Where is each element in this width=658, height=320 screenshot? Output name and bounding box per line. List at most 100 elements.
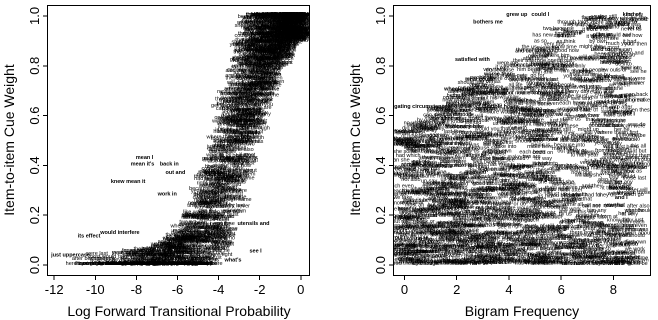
cloud-word: is being: [502, 236, 521, 242]
cloud-word: through she: [392, 251, 421, 257]
cloud-word: life too: [244, 25, 260, 31]
cloud-word: you after: [242, 44, 264, 50]
cloud-word: this are: [276, 31, 294, 37]
cloud-word: work how: [610, 169, 634, 175]
cloud-word: us even: [566, 85, 585, 91]
cloud-word: as being: [123, 261, 144, 267]
cloud-word: some there: [461, 92, 489, 98]
cloud-word: with life: [595, 228, 614, 234]
cloud-word: also much: [415, 143, 440, 149]
cloud-word: would out: [146, 249, 171, 255]
cloud-word: where what: [206, 232, 236, 238]
cloud-word: year never: [469, 82, 495, 88]
cloud-word: even most: [562, 242, 588, 248]
cloud-word: great because: [278, 26, 313, 32]
cloud-word: she well: [177, 243, 197, 249]
cloud-word: very by: [141, 261, 159, 267]
cloud-word: can now: [156, 261, 177, 267]
cloud-word: there right: [208, 252, 233, 258]
cloud-word: make after: [256, 67, 282, 73]
cloud-word: up should: [254, 55, 278, 61]
cloud-word: our still: [453, 247, 470, 253]
cloud-word: new it: [200, 237, 215, 243]
cloud-word: back might: [544, 259, 571, 265]
cloud-word: those they: [529, 62, 555, 68]
cloud-word: own must: [124, 261, 148, 267]
cloud-word: now his: [446, 99, 465, 105]
cloud-word: those on: [286, 12, 307, 18]
cloud-word: would to: [203, 204, 225, 210]
cloud-word: last this: [468, 235, 487, 241]
cloud-word: even from: [265, 12, 290, 18]
cloud-word: did about: [393, 245, 416, 251]
cloud-word: people this: [470, 75, 497, 81]
cloud-word: to from: [459, 238, 477, 244]
cloud-word: most then: [602, 259, 626, 265]
cloud-word: get if: [214, 221, 226, 227]
cloud-word: and all: [242, 57, 258, 63]
cloud-word: way first: [233, 160, 255, 166]
cloud-word: after too: [574, 216, 594, 222]
cloud-word: more see: [513, 165, 536, 171]
y-tick-label: 0.4: [373, 156, 388, 174]
cloud-word: be has: [293, 12, 310, 18]
cloud-word: like of: [584, 107, 599, 113]
cloud-word: you now: [262, 12, 283, 18]
cloud-word: me because: [449, 228, 479, 234]
cloud-word: two know: [214, 178, 237, 184]
cloud-word: it way: [610, 226, 624, 232]
cloud-word: life their: [520, 230, 539, 236]
cloud-word: back last: [217, 174, 239, 180]
cloud-word: right will: [259, 39, 279, 45]
cloud-word: here be: [470, 261, 489, 267]
cloud-word: right who: [162, 261, 184, 267]
cloud-word: had here: [449, 109, 471, 115]
cloud-word: from must: [486, 205, 511, 211]
cloud-word: has great: [142, 261, 165, 267]
cloud-word: may get: [533, 177, 553, 183]
cloud-word: after must: [182, 237, 207, 243]
cloud-word: up of: [232, 64, 245, 70]
bigram-label: flexible hours: [483, 104, 519, 110]
cloud-word: an through: [412, 261, 438, 267]
cloud-word: own say: [572, 254, 592, 260]
cloud-word: go can: [284, 19, 301, 25]
cloud-word: time how: [597, 74, 619, 80]
cloud-word: two back: [609, 186, 631, 192]
cloud-word: from more: [204, 228, 229, 234]
cloud-word: they like: [432, 199, 452, 205]
cloud-word: would about: [496, 191, 527, 197]
cloud-word: not then: [521, 242, 541, 248]
cloud-word: never or: [151, 243, 171, 249]
cloud-word: with after: [559, 188, 582, 194]
cloud-word: after been: [267, 38, 292, 44]
cloud-word: some can: [608, 47, 632, 53]
cloud-word: is what: [171, 229, 189, 235]
cloud-word: with for: [391, 226, 410, 232]
cloud-word: our when: [445, 205, 468, 211]
cloud-word: in how: [285, 35, 301, 41]
cloud-word: after could: [478, 167, 504, 173]
cloud-word: what in: [205, 152, 223, 158]
cloud-word: get not: [278, 44, 295, 50]
cloud-word: had have: [254, 12, 277, 18]
cloud-word: did to: [484, 138, 497, 144]
bigram-label: travel: [609, 185, 624, 191]
cloud-word: own more: [470, 212, 494, 218]
cloud-word: see know: [493, 208, 516, 214]
cloud-word: there as: [260, 71, 280, 77]
cloud-word: could did: [596, 99, 618, 105]
cloud-word: we my: [259, 12, 276, 18]
cloud-word: right go: [229, 159, 247, 165]
cloud-word: first or: [559, 61, 574, 67]
cloud-word: like think: [502, 119, 524, 125]
cloud-word: good him: [452, 87, 475, 93]
cloud-word: can this: [401, 190, 420, 196]
cloud-word: they like: [238, 31, 258, 37]
cloud-word: do good: [439, 234, 459, 240]
cloud-word: should way: [545, 108, 573, 114]
cloud-word: even has: [203, 250, 226, 256]
cloud-word: me now: [221, 112, 240, 118]
cloud-word: be in: [599, 32, 611, 38]
